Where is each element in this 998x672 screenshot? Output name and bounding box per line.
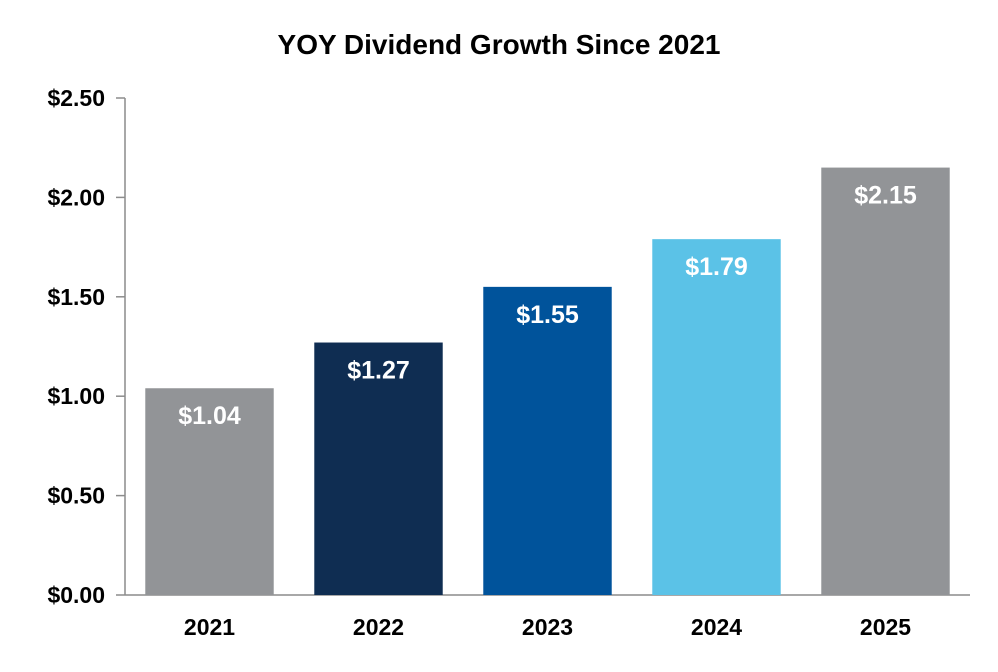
y-tick-label: $2.50 [47, 85, 105, 111]
x-tick-label-2024: 2024 [691, 614, 742, 640]
bar-2024 [652, 239, 781, 595]
y-tick-label: $0.50 [47, 483, 105, 509]
bar-2023 [483, 286, 612, 595]
y-axis: $0.00 $0.50 $1.00 $1.50 $2.00 $2.50 [47, 85, 126, 608]
bar-2022 [314, 342, 443, 595]
bars-group: $1.04 $1.27 $1.55 $1.79 $2.15 [145, 167, 950, 595]
x-tick-label-2022: 2022 [353, 614, 404, 640]
x-axis: 2021 2022 2023 2024 2025 [125, 594, 970, 640]
x-tick-label-2021: 2021 [184, 614, 235, 640]
y-tick-label: $1.00 [47, 383, 105, 409]
x-tick-label-2025: 2025 [860, 614, 911, 640]
y-tick-label: $0.00 [47, 582, 105, 608]
y-tick-label: $1.50 [47, 284, 105, 310]
chart-title: YOY Dividend Growth Since 2021 [278, 29, 721, 60]
y-tick-label: $2.00 [47, 184, 105, 210]
bar-2025 [821, 167, 950, 595]
data-label-2022: $1.27 [347, 357, 410, 385]
data-label-2023: $1.55 [516, 301, 579, 329]
x-tick-label-2023: 2023 [522, 614, 573, 640]
data-label-2021: $1.04 [178, 402, 241, 430]
bar-2021 [145, 388, 274, 595]
data-label-2025: $2.15 [854, 182, 917, 210]
data-label-2024: $1.79 [685, 253, 748, 281]
